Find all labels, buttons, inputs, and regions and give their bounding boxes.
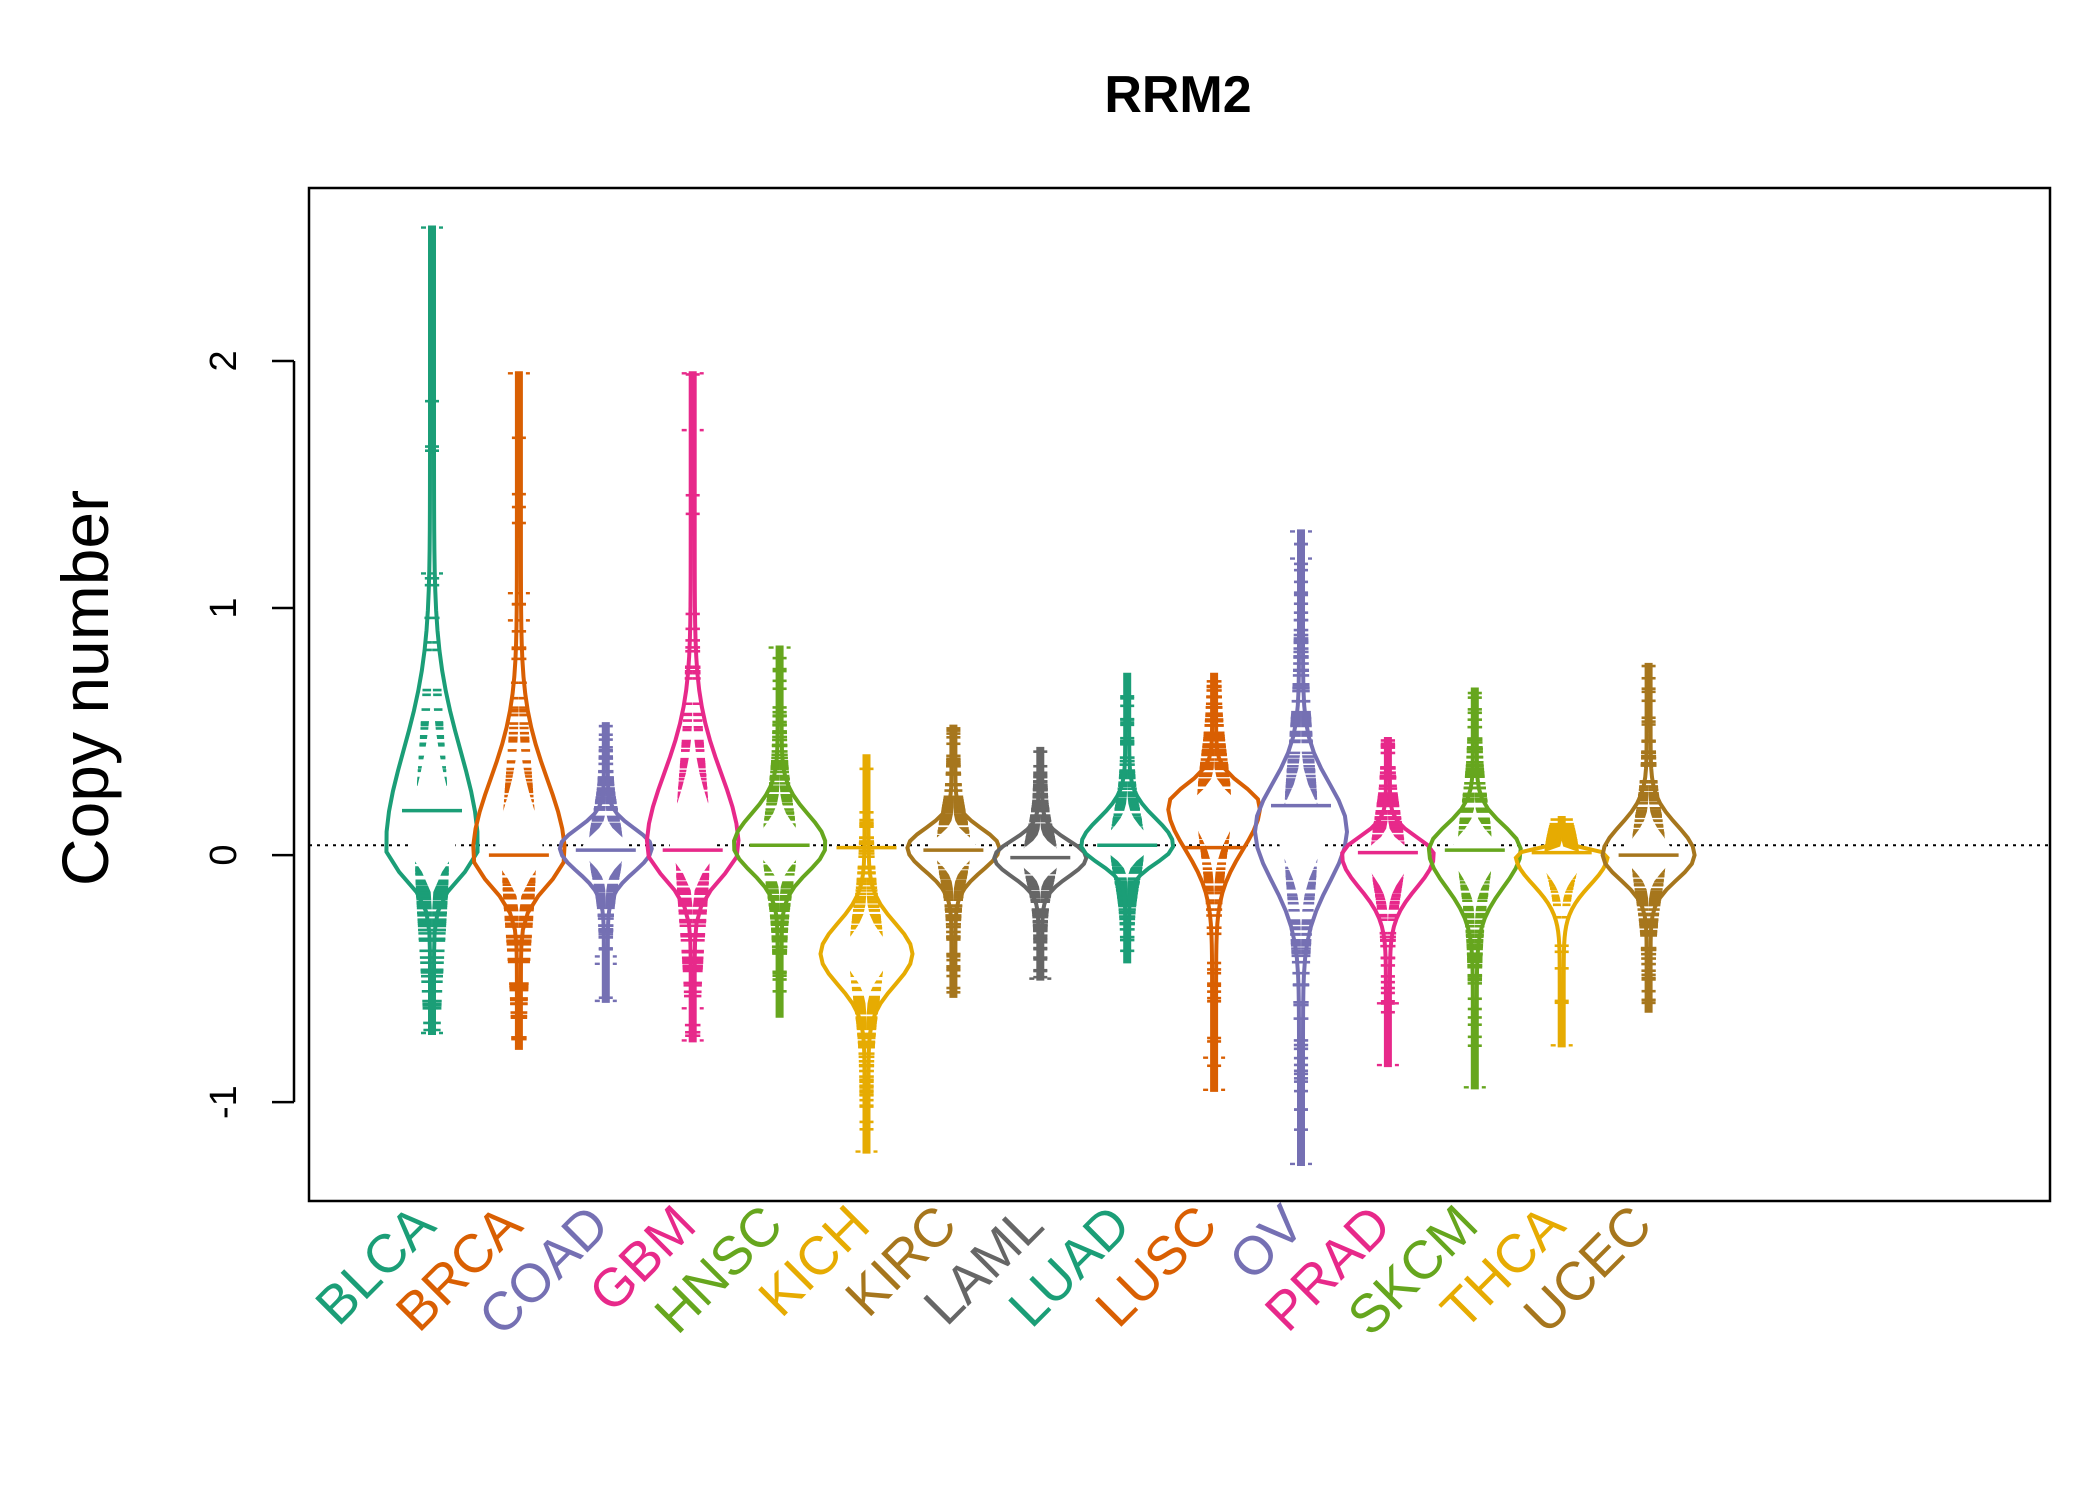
bean-ucec xyxy=(1600,662,1697,1013)
bean-skcm xyxy=(1426,687,1523,1090)
bean-core xyxy=(756,647,804,1016)
bean-core xyxy=(495,373,543,1048)
y-tick-label: -1 xyxy=(203,1085,245,1119)
bean-core xyxy=(1190,674,1238,1090)
plot-area xyxy=(309,225,2050,1166)
category-labels: BLCABRCACOADGBMHNSCKICHKIRCLAMLLUADLUSCO… xyxy=(304,1194,1663,1347)
y-tick-label: 1 xyxy=(203,597,245,618)
bean-core xyxy=(668,373,717,1041)
bean-density xyxy=(1340,736,1436,1068)
bean-ov xyxy=(1252,529,1350,1166)
bean-core xyxy=(1364,738,1412,1066)
bean-density xyxy=(905,724,1002,998)
bean-density xyxy=(818,754,915,1154)
bean-density xyxy=(992,746,1089,981)
bean-luad xyxy=(1079,672,1176,964)
y-axis: -1 0 1 2 xyxy=(203,350,296,1119)
bean-brca xyxy=(471,371,567,1050)
bean-kirc xyxy=(905,724,1002,998)
bean-density xyxy=(384,225,480,1035)
y-tick-label: 0 xyxy=(203,845,245,866)
y-tick-label: 2 xyxy=(203,350,245,371)
bean-density xyxy=(644,371,741,1043)
bean-lusc xyxy=(1166,672,1262,1092)
bean-core xyxy=(581,724,630,1001)
bean-laml xyxy=(992,746,1089,981)
bean-core xyxy=(929,726,978,996)
bean-prad xyxy=(1340,736,1436,1068)
bean-hnsc xyxy=(732,645,828,1018)
bean-core xyxy=(1103,674,1152,962)
bean-density xyxy=(557,722,654,1003)
bean-density xyxy=(732,645,828,1018)
bean-core xyxy=(1016,748,1065,979)
bean-kich xyxy=(818,754,915,1154)
bean-coad xyxy=(557,722,654,1003)
plot-frame xyxy=(307,186,2052,1203)
bean-core xyxy=(1624,664,1673,1011)
chart-title: RRM2 xyxy=(1104,66,1251,124)
bean-gbm xyxy=(644,371,741,1043)
bean-density xyxy=(1079,672,1176,964)
bean-density xyxy=(1600,662,1697,1013)
bean-thca xyxy=(1513,816,1610,1048)
bean-density xyxy=(1513,816,1610,1048)
y-axis-label: Copy number xyxy=(48,490,122,886)
bean-density xyxy=(1252,529,1350,1166)
bean-core xyxy=(408,227,456,1033)
bean-blca xyxy=(384,225,480,1035)
bean-density xyxy=(471,371,567,1050)
bean-core xyxy=(842,756,891,1152)
bean-core xyxy=(1450,689,1499,1088)
bean-core xyxy=(1277,531,1325,1164)
bean-core xyxy=(1537,818,1586,1046)
bean-density xyxy=(1426,687,1523,1090)
